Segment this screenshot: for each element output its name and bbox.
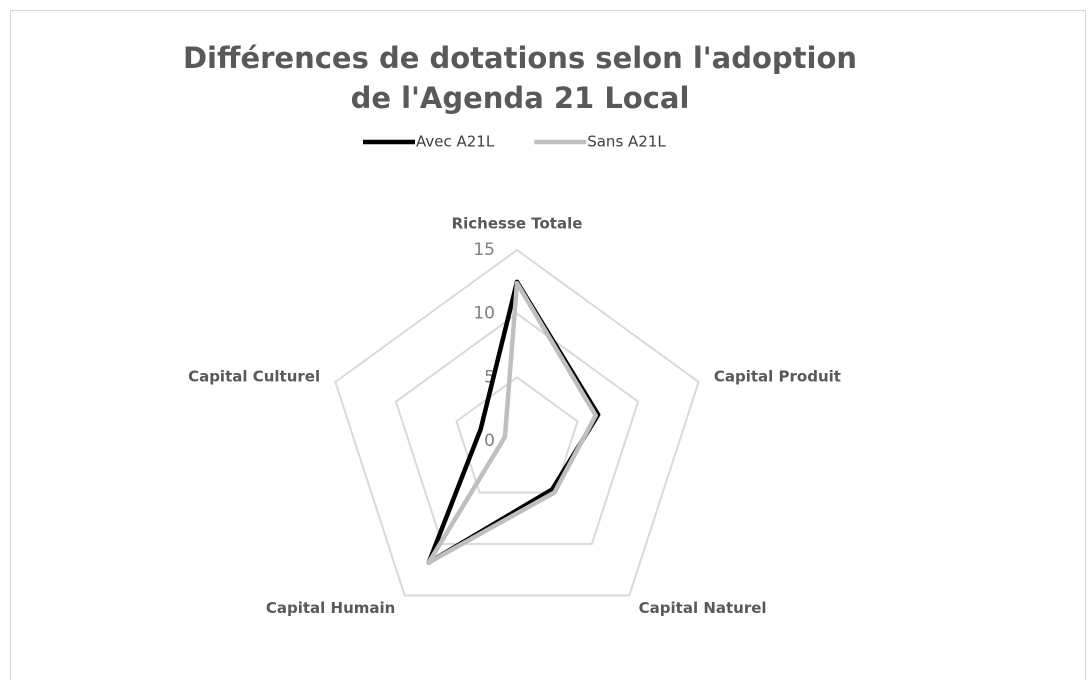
chart-title: Différences de dotations selon l'adoptio… xyxy=(182,41,858,115)
category-label: Capital Humain xyxy=(266,599,395,617)
tick-label: 15 xyxy=(473,240,495,260)
category-label: Capital Naturel xyxy=(639,599,767,617)
legend-label: Sans A21L xyxy=(587,133,666,151)
tick-label: 10 xyxy=(473,304,495,324)
chart-frame xyxy=(10,10,1086,680)
category-label: Capital Produit xyxy=(714,368,841,386)
category-label: Capital Culturel xyxy=(188,368,320,386)
category-label: Richesse Totale xyxy=(452,215,583,233)
series-line xyxy=(426,280,598,565)
tick-label: 5 xyxy=(484,367,495,387)
grid-ring xyxy=(334,248,700,597)
grid-ring xyxy=(455,376,579,494)
tick-label: 0 xyxy=(484,431,495,451)
grid-ring xyxy=(394,312,640,546)
legend-label: Avec A21L xyxy=(416,133,495,151)
